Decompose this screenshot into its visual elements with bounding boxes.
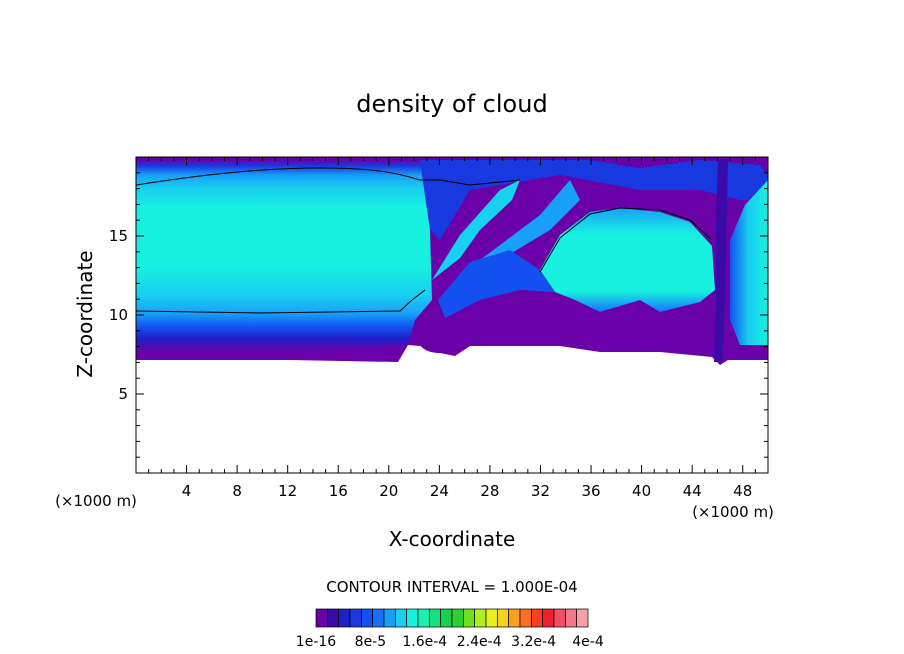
- main-cloud-layer: [136, 160, 432, 352]
- x-axis-ticks: 4 8 12 16 20 24 28 32 36 40 44 48: [148, 157, 756, 500]
- y-tick-label: 10: [109, 306, 128, 324]
- heatmap-field: [136, 157, 768, 365]
- x-tick-label: 16: [329, 482, 348, 500]
- colorbar-tick-label: 1e-16: [296, 634, 336, 650]
- chart-title: density of cloud: [356, 90, 547, 118]
- y-axis-title: Z-coordinate: [73, 250, 97, 377]
- mid-blue: [438, 250, 555, 318]
- colorbar-swatch: [474, 608, 487, 628]
- contour-interval-label: CONTOUR INTERVAL = 1.000E-04: [326, 578, 577, 596]
- x-tick-label: 24: [430, 482, 449, 500]
- colorbar-swatch: [440, 608, 453, 628]
- colorbar-swatch: [451, 608, 464, 628]
- colorbar-swatch: [338, 608, 351, 628]
- colorbar-tick-label: 8e-5: [355, 634, 386, 650]
- detached-blob: [420, 333, 460, 353]
- far-right-cell: [730, 180, 768, 345]
- colorbar-swatch: [462, 608, 476, 628]
- colorbar-swatch: [315, 608, 328, 628]
- narrow-column: [714, 160, 728, 362]
- colorbar-swatch: [406, 608, 419, 628]
- colorbar-swatch: [519, 608, 532, 628]
- x-tick-label: 20: [379, 482, 398, 500]
- lower-purple: [440, 290, 712, 352]
- contour-upper: [136, 167, 521, 186]
- colorbar-swatch: [542, 608, 555, 628]
- colorbar-swatch: [372, 608, 385, 628]
- colorbar-swatch: [360, 608, 374, 628]
- colorbar-swatch: [564, 608, 578, 628]
- x-tick-label: 32: [531, 482, 550, 500]
- x-axis-title: X-coordinate: [389, 527, 516, 551]
- colorbar-swatch: [576, 608, 589, 628]
- x-tick-label: 36: [581, 482, 600, 500]
- y-axis-ticks: 5 10 15: [109, 172, 768, 458]
- x-tick-label: 8: [232, 482, 242, 500]
- colorbar-swatch: [326, 608, 340, 628]
- x-unit-right: (×1000 m): [692, 503, 774, 521]
- colorbar-swatch: [428, 608, 442, 628]
- colorbar-tick-label: 2.4e-4: [457, 634, 502, 650]
- x-tick-label: 48: [733, 482, 752, 500]
- x-tick-label: 12: [278, 482, 297, 500]
- upper-band: [420, 160, 768, 240]
- x-unit-left: (×1000 m): [55, 492, 137, 510]
- contour-anvil: [539, 207, 713, 273]
- x-tick-label: 28: [480, 482, 499, 500]
- y-tick-label: 15: [109, 227, 128, 245]
- colorbar-swatch: [508, 608, 521, 628]
- x-tick-label: 44: [683, 482, 702, 500]
- tilted-plume: [432, 180, 520, 280]
- colorbar-tick-label: 4e-4: [572, 634, 604, 650]
- colorbar-swatch: [553, 608, 566, 628]
- y-tick-label: 5: [118, 385, 128, 403]
- colorbar-swatch: [394, 608, 408, 628]
- contour-lower: [136, 289, 426, 314]
- x-tick-label: 40: [632, 482, 651, 500]
- colorbar: [315, 608, 589, 628]
- x-tick-label: 4: [182, 482, 192, 500]
- colorbar-tick-labels: 1e-16 8e-5 1.6e-4 2.4e-4 3.2e-4 4e-4: [296, 634, 604, 650]
- colorbar-tick-label: 3.2e-4: [511, 634, 556, 650]
- colorbar-swatch: [530, 608, 544, 628]
- colorbar-swatch: [349, 608, 362, 628]
- colorbar-tick-label: 1.6e-4: [402, 634, 447, 650]
- colorbar-swatch: [383, 608, 396, 628]
- right-anvil: [540, 208, 715, 312]
- colorbar-swatch: [485, 608, 498, 628]
- colorbar-swatch: [496, 608, 510, 628]
- colorbar-swatch: [417, 608, 430, 628]
